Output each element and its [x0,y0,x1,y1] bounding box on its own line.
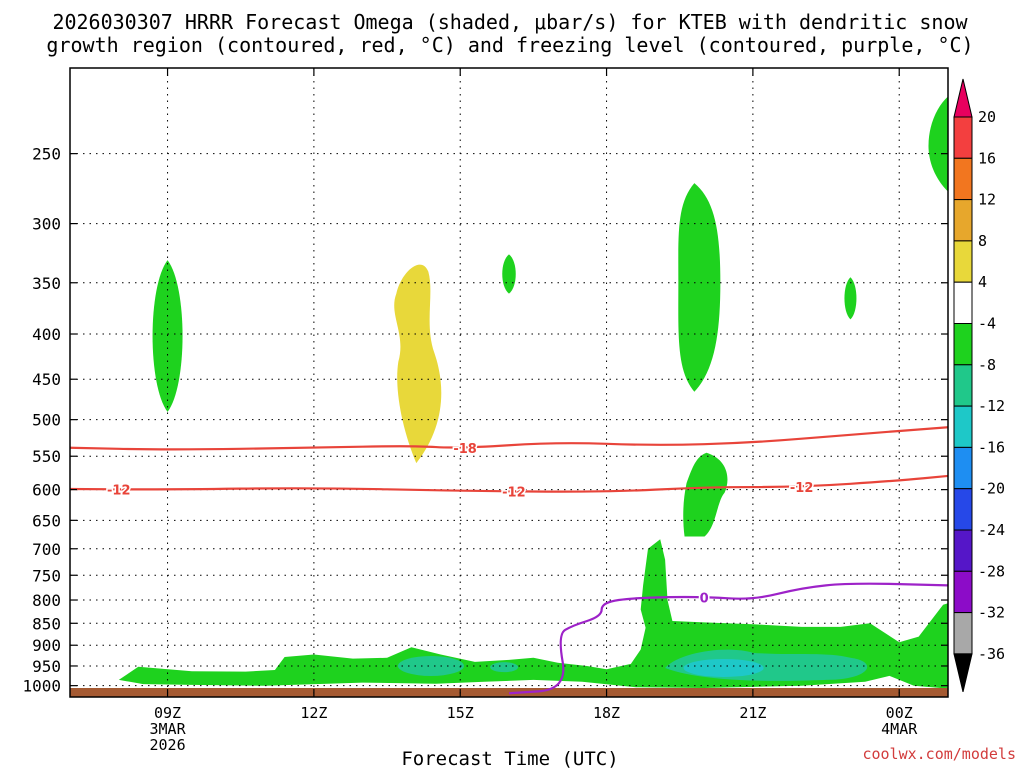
plot-frame [69,67,949,698]
colorbar-label--16: -16 [978,438,1005,456]
colorbar-label--24: -24 [978,521,1005,539]
x-tick-label-12Z-0: 12Z [300,704,327,722]
x-tick-label-21Z-0: 21Z [739,704,766,722]
y-tick-label-850: 850 [32,614,61,633]
x-tick-label-00Z-0: 00Z [886,704,913,722]
omega-core-16z [490,662,519,673]
colorbar-swatch-8 [953,446,973,490]
colorbar-swatch-6 [953,364,973,407]
colorbar-label--36: -36 [978,645,1005,663]
x-tick-label-00Z-1: 4MAR [881,720,918,738]
colorbar-label-16: 16 [978,149,996,167]
colorbar-label-12: 12 [978,191,996,209]
contour-label-0: 0 [700,592,709,607]
y-tick-label-350: 350 [32,274,61,293]
omega-ascent-20z-upper [678,183,721,392]
chart-title-line-1: 2026030307 HRRR Forecast Omega (shaded, … [52,10,968,34]
x-tick-label-09Z-2: 2026 [149,736,185,754]
chart-title-line-2: growth region (contoured, red, °C) and f… [46,33,973,57]
contour-line--12 [70,474,948,493]
x-tick-label-18Z-0: 18Z [593,704,620,722]
plot-area: -18 -12 -12 -12 0 [70,68,948,697]
colorbar-label--12: -12 [978,397,1005,415]
colorbar-arrow-top [953,78,973,118]
contour-label--18: -18 [453,442,477,457]
y-tick-label-650: 650 [32,511,61,530]
y-tick-label-750: 750 [32,566,61,585]
colorbar-swatch-9 [953,488,973,531]
y-tick-label-900: 900 [32,636,61,655]
y-tick-label-400: 400 [32,325,61,344]
y-tick-label-300: 300 [32,215,61,234]
colorbar-swatch-1 [953,157,973,201]
omega-core-14z [397,655,464,676]
omega-ascent-20z-mid [683,452,728,537]
y-tick-label-950: 950 [32,657,61,676]
omega-core-20z-max [683,658,764,677]
colorbar-arrow-bottom [953,653,973,693]
colorbar-label--20: -20 [978,480,1005,498]
x-axis-label: Forecast Time (UTC) [401,748,618,768]
x-tick-label-09Z-0: 09Z [154,704,181,722]
axes: 250 300 350 400 450 500 550 600 650 700 750 800 850 9… [22,67,949,754]
colorbar-label-20: 20 [978,108,996,126]
colorbar-label-4: 4 [978,273,987,291]
plot-inner: -18 -12 -12 -12 0 [70,68,948,697]
contour-label--12: -12 [790,481,814,496]
x-tick-label-09Z-1: 3MAR [149,720,186,738]
colorbar-swatch-12 [953,612,973,655]
colorbar-swatch-11 [953,570,973,614]
grid [70,68,948,697]
y-tick-label-700: 700 [32,540,61,559]
y-tick-label-450: 450 [32,370,61,389]
colorbar-label--32: -32 [978,604,1005,622]
colorbar-swatch-0 [953,116,973,159]
colorbar-swatch-5 [953,323,973,366]
colorbar-label--4: -4 [978,315,996,333]
colorbar-swatch-2 [953,199,973,242]
y-tick-label-600: 600 [32,481,61,500]
colorbar-swatch-3 [953,240,973,283]
contour-line-0 [508,582,948,695]
credit-text: coolwx.com/models [862,745,1016,763]
y-tick-label-550: 550 [32,447,61,466]
omega-ascent-09z-upper [152,260,183,412]
colorbar-swatch-4 [953,281,973,325]
contour-label--12: -12 [502,485,526,500]
contour-label--12: -12 [107,483,131,498]
omega-ascent-16z-upper [502,254,516,294]
colorbar-label--28: -28 [978,562,1005,580]
colorbar: 20 16 12 8 4 -4 -8 -12 -16 -20 -24 -28 -32 -36 [953,78,1005,693]
colorbar-label--8: -8 [978,356,996,374]
contour-line--18 [70,426,948,451]
y-tick-label-800: 800 [32,591,61,610]
omega-descent-14z [394,264,442,464]
colorbar-swatch-7 [953,405,973,448]
colorbar-swatch-10 [953,529,973,572]
plot-background [70,68,948,697]
omega-ascent-00z-upper [928,96,948,192]
omega-ascent-23z-upper [844,277,857,320]
y-tick-label-1000: 1000 [22,677,61,696]
y-tick-label-500: 500 [32,411,61,430]
y-tick-label-250: 250 [32,145,61,164]
x-tick-label-15Z-0: 15Z [447,704,474,722]
colorbar-label-8: 8 [978,232,987,250]
